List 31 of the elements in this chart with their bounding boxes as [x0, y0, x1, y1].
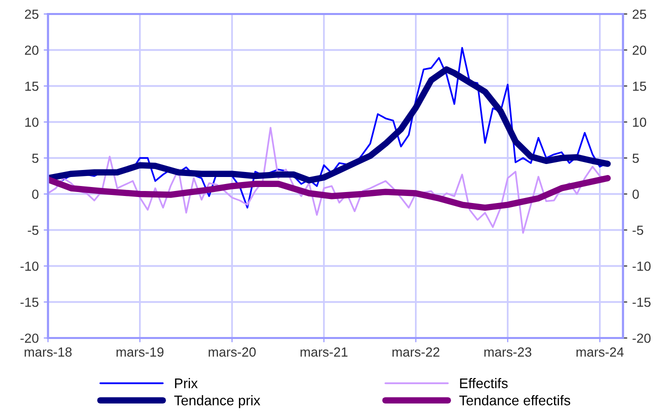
- y-tick-label: -10: [20, 262, 38, 271]
- x-tick-label: mars-23: [484, 347, 532, 357]
- legend-label: Effectifs: [460, 378, 508, 388]
- x-tick-label: mars-18: [24, 347, 72, 357]
- y2-tick-label: -5: [632, 226, 644, 235]
- y-tick-label: 15: [25, 82, 38, 91]
- y2-tick-label: 0: [632, 190, 639, 199]
- legend-label: Prix: [175, 378, 198, 388]
- y2-tick-label: 15: [633, 82, 646, 91]
- y2-tick-label: -15: [632, 298, 651, 307]
- y-tick-label: -15: [20, 298, 38, 307]
- y-tick-label: 0: [32, 190, 38, 199]
- x-tick-label: mars-22: [392, 347, 440, 357]
- x-tick-label: mars-24: [576, 347, 624, 357]
- x-tick-label: mars-20: [208, 347, 256, 357]
- legend-label: Tendance effectifs: [459, 395, 570, 406]
- y-tick-label: 10: [25, 118, 38, 127]
- legend-label: Tendance prix: [174, 395, 260, 408]
- y-tick-label: 20: [24, 46, 38, 55]
- x-tick-label: mars-19: [116, 347, 164, 357]
- y-tick-label: 25: [24, 10, 38, 19]
- y-tick-label: -20: [20, 334, 38, 343]
- y2-tick-label: 25: [632, 10, 646, 19]
- y2-tick-label: 10: [633, 118, 646, 127]
- x-tick-label: mars-21: [300, 347, 348, 357]
- y2-tick-label: 20: [632, 46, 646, 55]
- y-tick-label: -5: [28, 226, 38, 235]
- y2-tick-label: 5: [632, 154, 639, 163]
- y2-tick-label: -10: [632, 262, 651, 271]
- y-tick-label: 5: [32, 154, 38, 163]
- y2-tick-label: -20: [632, 334, 651, 343]
